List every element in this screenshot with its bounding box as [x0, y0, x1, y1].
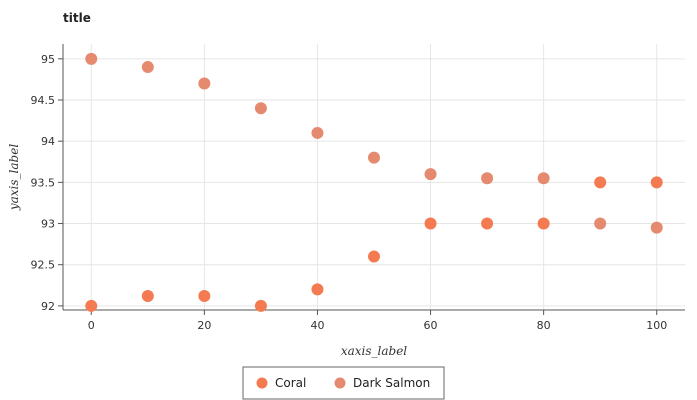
y-tick-label: 93.5	[31, 176, 56, 189]
data-point-coral	[481, 217, 494, 230]
legend-marker-coral	[256, 377, 268, 389]
x-tick-label: 0	[88, 319, 95, 332]
chart-title: title	[63, 11, 91, 25]
data-point-dark-salmon	[650, 221, 663, 234]
data-point-coral	[254, 299, 267, 312]
x-tick-label: 20	[197, 319, 211, 332]
data-point-dark-salmon	[424, 168, 437, 181]
grid-lines	[63, 44, 685, 310]
data-point-dark-salmon	[254, 102, 267, 115]
data-point-dark-salmon	[311, 126, 324, 139]
data-point-coral	[198, 290, 211, 302]
legend-label-coral: Coral	[275, 376, 306, 390]
data-points	[85, 52, 663, 312]
data-point-dark-salmon	[141, 61, 154, 74]
data-point-coral	[650, 176, 663, 189]
data-point-dark-salmon	[85, 52, 98, 65]
data-point-dark-salmon	[594, 217, 607, 230]
axes	[62, 44, 685, 311]
data-point-coral	[141, 290, 154, 302]
ticks: 0 20 40 60 80 100 92 92.5 93 93.5 94 94.5 95	[31, 53, 668, 332]
x-tick-label: 60	[424, 319, 438, 332]
legend-marker-dark-salmon	[334, 377, 346, 389]
data-point-dark-salmon	[481, 172, 494, 185]
y-tick-label: 92.5	[31, 259, 56, 272]
x-tick-label: 100	[646, 319, 667, 332]
y-axis-title: yaxis_label	[7, 144, 21, 211]
y-tick-label: 92	[41, 300, 55, 313]
y-tick-label: 94.5	[31, 94, 56, 107]
data-point-dark-salmon	[537, 172, 550, 185]
y-tick-label: 95	[41, 53, 55, 66]
data-point-coral	[537, 217, 550, 230]
data-point-dark-salmon	[368, 151, 380, 164]
data-point-coral	[311, 283, 324, 296]
data-point-coral	[368, 250, 380, 263]
data-point-dark-salmon	[198, 77, 211, 90]
data-point-coral	[424, 217, 437, 230]
legend: Coral Dark Salmon	[242, 366, 445, 400]
x-tick-label: 80	[537, 319, 551, 332]
data-point-coral	[85, 299, 98, 312]
x-axis-title: xaxis_label	[341, 344, 407, 358]
y-tick-label: 94	[41, 135, 55, 148]
x-tick-label: 40	[310, 319, 324, 332]
y-tick-label: 93	[41, 218, 55, 231]
data-point-coral	[594, 176, 607, 189]
legend-label-dark-salmon: Dark Salmon	[353, 376, 430, 390]
